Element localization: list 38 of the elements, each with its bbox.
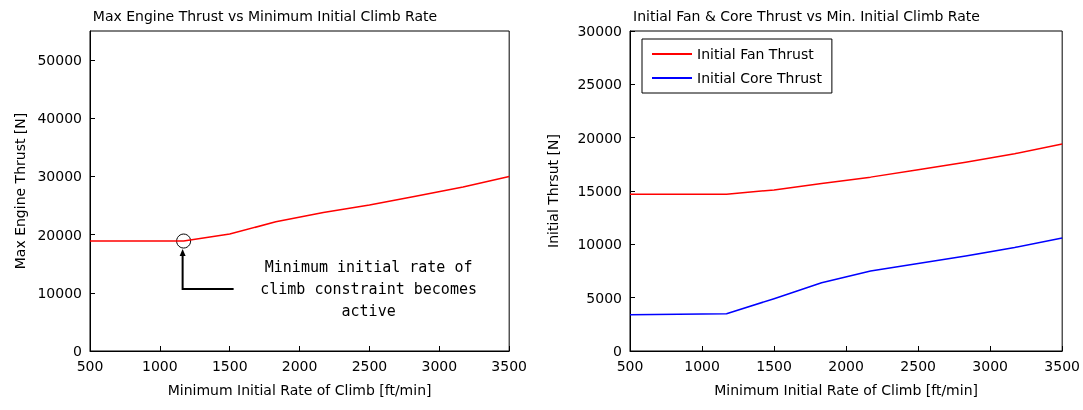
chart-title: Max Engine Thrust vs Minimum Initial Climb Rate xyxy=(92,8,438,24)
y-tick-label: 50000 xyxy=(37,52,82,69)
x-tick-label: 3000 xyxy=(421,358,458,374)
x-tick-label: 500 xyxy=(76,358,104,374)
x-tick-label: 2500 xyxy=(900,358,936,374)
y-tick-label: 0 xyxy=(613,343,622,359)
y-tick-label: 5000 xyxy=(586,289,622,306)
y-tick-label: 10000 xyxy=(577,236,622,253)
y-tick-label: 30000 xyxy=(37,168,82,185)
y-tick-label: 10000 xyxy=(37,284,82,301)
y-tick-label: 20000 xyxy=(37,226,82,243)
legend-label: Initial Core Thrust xyxy=(697,70,823,86)
line-series xyxy=(629,143,1063,195)
legend-label: Initial Fan Thrust xyxy=(697,46,815,62)
x-tick-label: 2000 xyxy=(828,358,864,374)
y-axis-title: Initial Thrsut [N] xyxy=(545,134,561,248)
y-axis-title: Max Engine Thrust [N] xyxy=(11,112,28,270)
y-tick-label: 15000 xyxy=(577,183,622,199)
x-tick-label: 2500 xyxy=(351,358,388,374)
chart-title: Initial Fan & Core Thrust vs Min. Initial Climb Rate xyxy=(633,8,980,24)
x-axis-title: Minimum Initial Rate of Climb [ft/min] xyxy=(167,382,432,398)
annotation: Minimum initial rate of climb constraint becomes active xyxy=(260,258,477,321)
x-tick-label: 3500 xyxy=(491,358,528,374)
y-tick-label: 20000 xyxy=(577,129,622,146)
x-tick-label: 500 xyxy=(616,358,644,374)
x-tick-label: 1500 xyxy=(756,358,792,374)
x-tick-label: 1000 xyxy=(684,358,720,374)
line-series xyxy=(629,237,1063,316)
x-axis-title: Minimum Initial Rate of Climb [ft/min] xyxy=(714,382,978,398)
x-tick-label: 3500 xyxy=(1044,358,1081,374)
x-tick-label: 1500 xyxy=(211,358,248,374)
x-tick-label: 1000 xyxy=(142,358,178,374)
y-tick-label: 0 xyxy=(73,343,82,359)
y-tick-label: 40000 xyxy=(37,110,82,127)
y-tick-label: 25000 xyxy=(577,76,622,93)
x-tick-label: 3000 xyxy=(972,358,1008,374)
x-tick-label: 2000 xyxy=(281,358,318,374)
y-tick-label: 30000 xyxy=(577,23,622,39)
